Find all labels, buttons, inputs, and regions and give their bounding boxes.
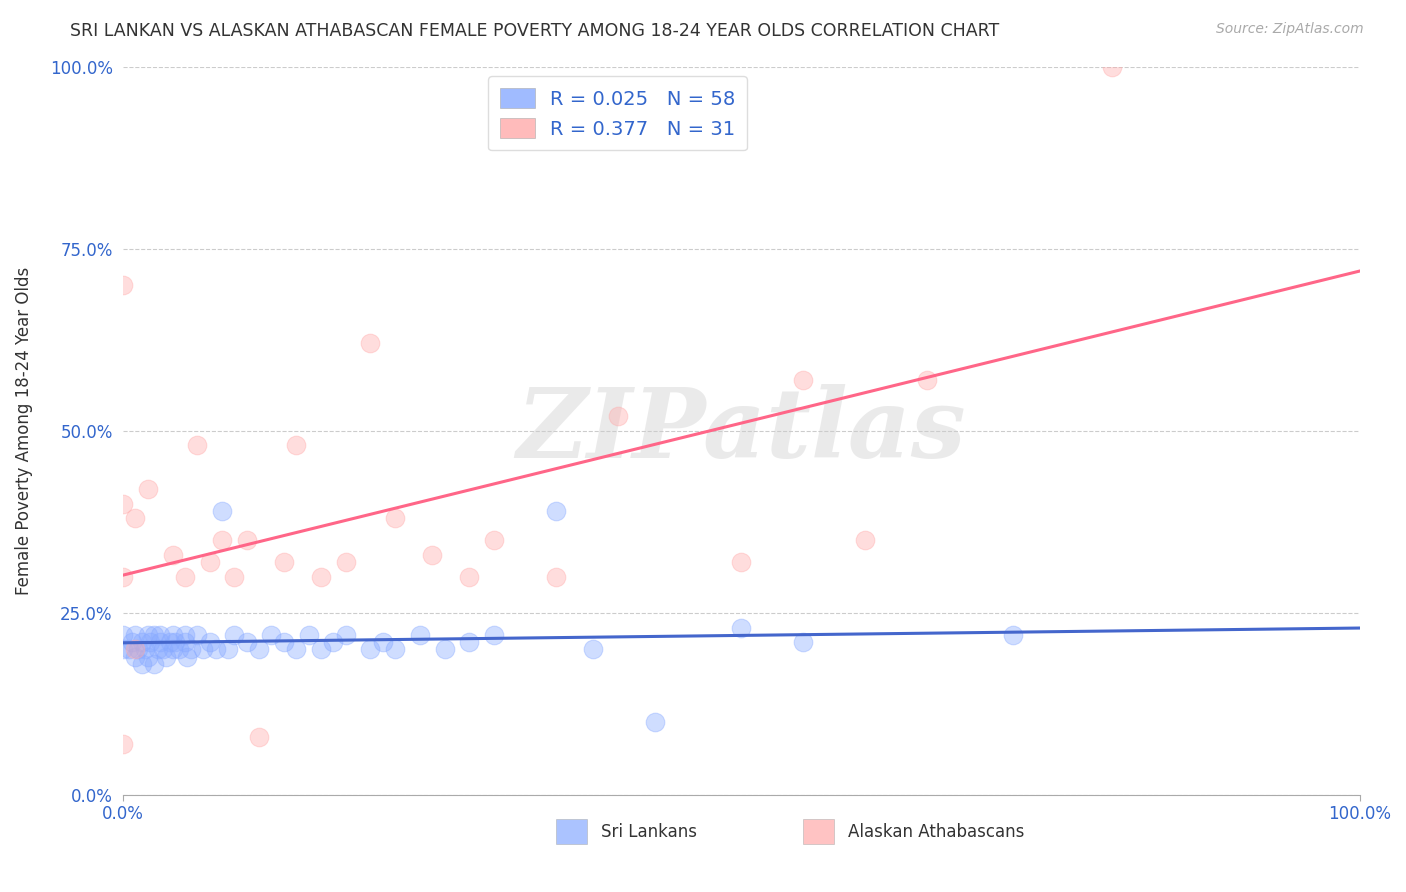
Point bbox=[458, 569, 481, 583]
Point bbox=[853, 533, 876, 547]
Point bbox=[136, 649, 159, 664]
Point bbox=[409, 628, 432, 642]
Point bbox=[544, 569, 567, 583]
Point bbox=[174, 569, 197, 583]
Point bbox=[322, 635, 344, 649]
Point bbox=[198, 555, 221, 569]
Point bbox=[162, 642, 184, 657]
Legend: R = 0.025   N = 58, R = 0.377   N = 31: R = 0.025 N = 58, R = 0.377 N = 31 bbox=[488, 77, 747, 151]
Point bbox=[136, 628, 159, 642]
Point bbox=[273, 635, 295, 649]
Point bbox=[131, 657, 153, 671]
Point bbox=[224, 569, 246, 583]
Point bbox=[730, 555, 752, 569]
Point bbox=[143, 657, 166, 671]
Text: Alaskan Athabascans: Alaskan Athabascans bbox=[848, 822, 1025, 840]
Point bbox=[235, 635, 257, 649]
Point bbox=[176, 649, 198, 664]
Text: Source: ZipAtlas.com: Source: ZipAtlas.com bbox=[1216, 22, 1364, 37]
Point bbox=[149, 635, 172, 649]
Point bbox=[124, 642, 146, 657]
Text: SRI LANKAN VS ALASKAN ATHABASCAN FEMALE POVERTY AMONG 18-24 YEAR OLDS CORRELATIO: SRI LANKAN VS ALASKAN ATHABASCAN FEMALE … bbox=[70, 22, 1000, 40]
Point bbox=[309, 642, 332, 657]
Point bbox=[193, 642, 215, 657]
Point bbox=[211, 533, 233, 547]
Point bbox=[915, 373, 938, 387]
Point bbox=[167, 642, 190, 657]
Point bbox=[112, 628, 135, 642]
Point bbox=[285, 438, 308, 452]
Point bbox=[792, 373, 814, 387]
Point bbox=[112, 642, 135, 657]
Point bbox=[162, 548, 184, 562]
Point bbox=[359, 336, 381, 351]
Point bbox=[136, 482, 159, 496]
Point bbox=[792, 635, 814, 649]
Point bbox=[152, 642, 174, 657]
Y-axis label: Female Poverty Among 18-24 Year Olds: Female Poverty Among 18-24 Year Olds bbox=[15, 267, 32, 595]
Point bbox=[335, 628, 357, 642]
Point bbox=[139, 635, 162, 649]
Point bbox=[211, 504, 233, 518]
Point bbox=[146, 642, 169, 657]
Point bbox=[162, 628, 184, 642]
Point bbox=[112, 497, 135, 511]
Point bbox=[482, 628, 505, 642]
Point bbox=[155, 649, 177, 664]
Point bbox=[285, 642, 308, 657]
Point bbox=[335, 555, 357, 569]
Point bbox=[143, 628, 166, 642]
Point bbox=[247, 730, 270, 744]
Text: Sri Lankans: Sri Lankans bbox=[600, 822, 697, 840]
Point bbox=[127, 642, 149, 657]
Text: ZIPatlas: ZIPatlas bbox=[516, 384, 966, 478]
Point bbox=[273, 555, 295, 569]
Point bbox=[224, 628, 246, 642]
Point bbox=[458, 635, 481, 649]
Point bbox=[384, 642, 406, 657]
Point bbox=[309, 569, 332, 583]
Point bbox=[112, 569, 135, 583]
Point bbox=[1002, 628, 1025, 642]
Point bbox=[1101, 60, 1123, 74]
Point bbox=[198, 635, 221, 649]
Point bbox=[180, 642, 202, 657]
Point bbox=[124, 511, 146, 525]
Point bbox=[124, 628, 146, 642]
Point bbox=[124, 649, 146, 664]
Point bbox=[131, 635, 153, 649]
Point bbox=[121, 635, 143, 649]
Point bbox=[174, 635, 197, 649]
Point bbox=[260, 628, 283, 642]
Point bbox=[544, 504, 567, 518]
Point bbox=[163, 635, 186, 649]
Point bbox=[118, 642, 141, 657]
Point bbox=[371, 635, 394, 649]
Point bbox=[644, 715, 666, 730]
Point bbox=[482, 533, 505, 547]
Point bbox=[420, 548, 443, 562]
Point bbox=[247, 642, 270, 657]
Point bbox=[384, 511, 406, 525]
Point bbox=[204, 642, 226, 657]
Point bbox=[235, 533, 257, 547]
Point bbox=[174, 628, 197, 642]
Point bbox=[112, 278, 135, 293]
Point bbox=[186, 438, 208, 452]
Point bbox=[359, 642, 381, 657]
Point bbox=[582, 642, 605, 657]
Point bbox=[134, 642, 156, 657]
Point bbox=[433, 642, 456, 657]
Point bbox=[730, 620, 752, 634]
Point bbox=[217, 642, 239, 657]
Point bbox=[112, 737, 135, 751]
Point bbox=[149, 628, 172, 642]
Point bbox=[606, 409, 628, 424]
Point bbox=[186, 628, 208, 642]
Point bbox=[297, 628, 319, 642]
Point bbox=[159, 635, 181, 649]
